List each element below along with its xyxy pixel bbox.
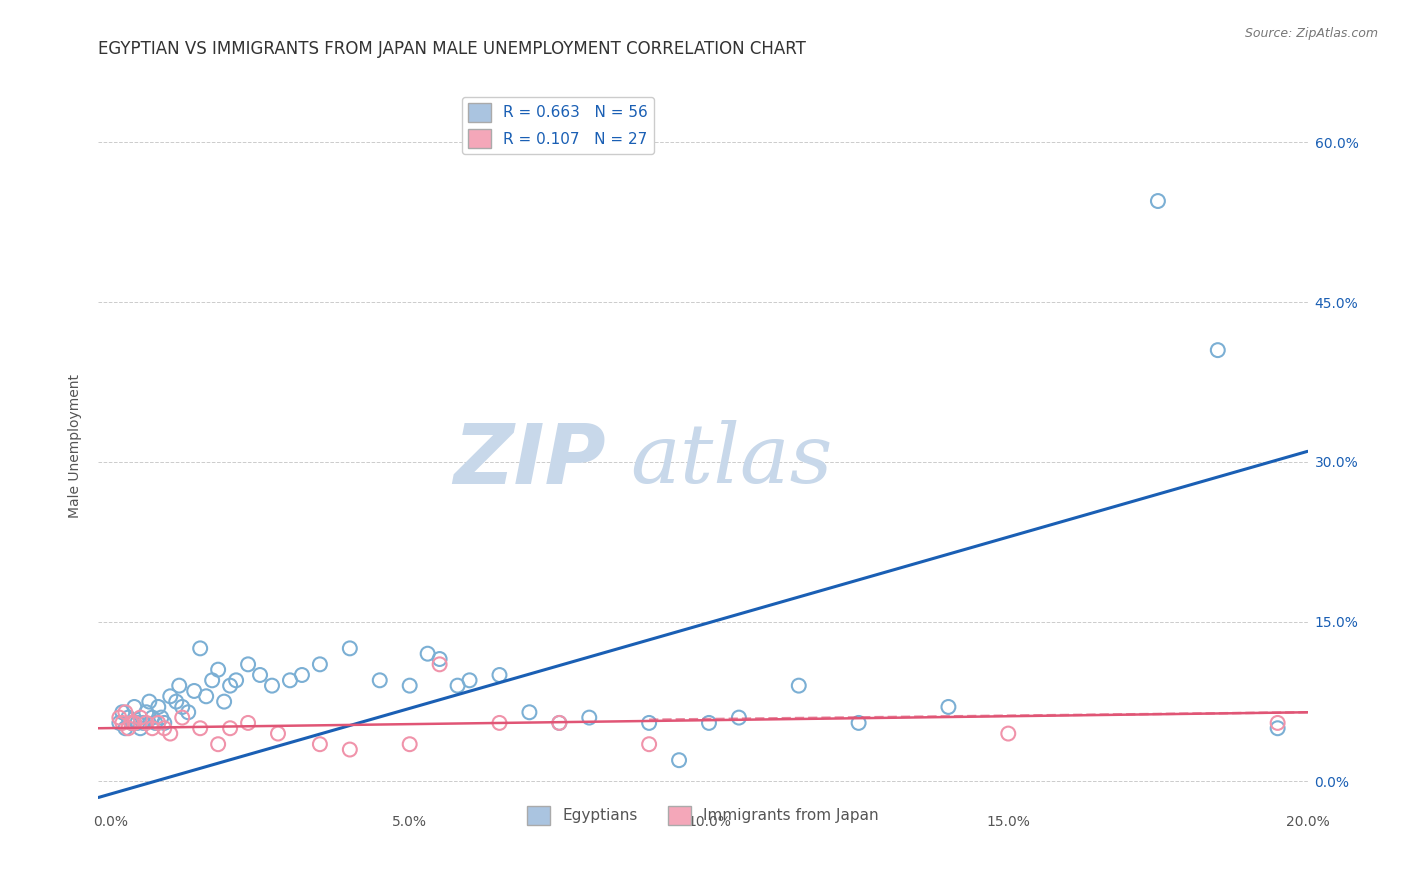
Point (249, 668, 271, 682)
Point (108, 710, 131, 724)
Point (148, 715, 170, 730)
Point (488, 715, 510, 730)
Point (124, 700, 146, 714)
Point (728, 710, 751, 724)
Point (368, 673, 391, 688)
Point (141, 710, 163, 724)
Point (488, 668, 510, 682)
Point (260, 679, 283, 693)
Point (153, 721, 176, 735)
Point (548, 715, 571, 730)
Point (848, 715, 870, 730)
Point (148, 700, 170, 714)
Point (124, 715, 146, 730)
Point (291, 668, 314, 682)
Point (114, 721, 136, 735)
Point (219, 679, 242, 693)
Point (697, 715, 720, 730)
Point (578, 710, 600, 724)
Point (167, 679, 190, 693)
Point (429, 652, 451, 666)
Point (138, 695, 160, 709)
Point (188, 641, 211, 656)
Point (938, 700, 960, 714)
Point (219, 721, 242, 735)
Point (111, 715, 134, 730)
Point (141, 721, 163, 735)
Point (177, 706, 200, 720)
Point (120, 715, 142, 730)
Point (188, 721, 211, 735)
Point (1147, 194, 1170, 208)
Point (416, 647, 439, 661)
Text: Source: ZipAtlas.com: Source: ZipAtlas.com (1244, 27, 1378, 40)
Point (195, 690, 218, 704)
Point (135, 706, 157, 720)
Point (997, 726, 1019, 740)
Point (159, 690, 181, 704)
Point (236, 715, 259, 730)
Point (458, 673, 481, 688)
Point (236, 657, 259, 672)
Point (117, 721, 139, 735)
Point (159, 726, 181, 740)
Point (638, 715, 661, 730)
Point (153, 715, 176, 730)
Point (225, 673, 247, 688)
Point (398, 679, 420, 693)
Point (1206, 343, 1229, 358)
Point (183, 684, 205, 698)
Point (309, 657, 332, 672)
Point (114, 706, 136, 720)
Point (172, 710, 194, 724)
Point (129, 710, 152, 724)
Point (339, 742, 361, 756)
Point (278, 673, 301, 688)
Point (129, 721, 152, 735)
Point (132, 715, 155, 730)
Point (309, 737, 332, 751)
Text: EGYPTIAN VS IMMIGRANTS FROM JAPAN MALE UNEMPLOYMENT CORRELATION CHART: EGYPTIAN VS IMMIGRANTS FROM JAPAN MALE U… (98, 40, 806, 58)
Point (339, 641, 361, 656)
Point (111, 706, 134, 720)
Point (429, 657, 451, 672)
Point (787, 679, 810, 693)
Point (150, 710, 173, 724)
Point (267, 726, 290, 740)
Legend: Egyptians, Immigrants from Japan: Egyptians, Immigrants from Japan (522, 800, 884, 830)
Point (446, 679, 468, 693)
Text: atlas: atlas (630, 420, 832, 500)
Point (117, 710, 139, 724)
Point (207, 663, 229, 677)
Point (108, 715, 131, 730)
Point (120, 715, 142, 730)
Point (1267, 715, 1289, 730)
Point (201, 673, 224, 688)
Point (172, 700, 194, 714)
Point (165, 695, 187, 709)
Point (1267, 721, 1289, 735)
Point (668, 753, 690, 767)
Point (519, 706, 541, 720)
Point (548, 715, 571, 730)
Y-axis label: Male Unemployment: Male Unemployment (67, 374, 82, 518)
Point (143, 715, 166, 730)
Point (135, 715, 157, 730)
Point (398, 737, 420, 751)
Point (127, 715, 149, 730)
Point (212, 695, 235, 709)
Point (638, 737, 661, 751)
Point (207, 737, 229, 751)
Text: ZIP: ZIP (454, 420, 606, 500)
